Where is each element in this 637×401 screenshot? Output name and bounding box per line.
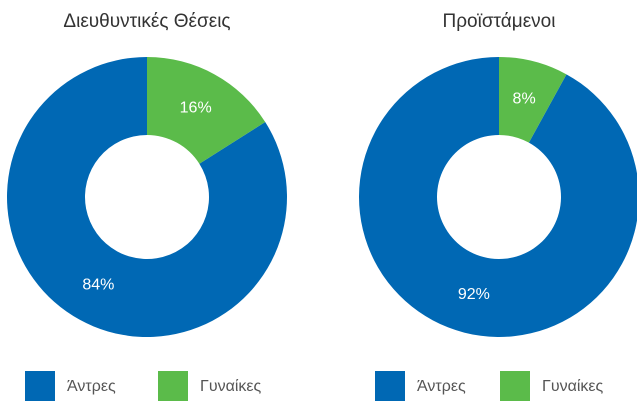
donut-slice <box>6 57 287 337</box>
legend-swatch <box>158 371 188 401</box>
value-label: 92% <box>458 286 490 303</box>
legend-label: Γυναίκες <box>200 378 262 395</box>
chart-title: Προϊστάμενοι <box>443 11 556 32</box>
value-label: 16% <box>180 100 212 117</box>
donut-slice <box>359 57 637 337</box>
legend-swatch <box>375 371 405 401</box>
legend-swatch <box>500 371 530 401</box>
legend-label: Άντρες <box>67 378 116 395</box>
value-label: 8% <box>513 90 536 107</box>
chart-title: Διευθυντικές Θέσεις <box>63 11 230 32</box>
value-label: 84% <box>82 277 114 294</box>
legend-label: Γυναίκες <box>542 378 604 395</box>
donut-slice <box>499 57 567 143</box>
donut-slice <box>147 57 266 164</box>
legend-label: Άντρες <box>417 378 466 395</box>
legend-swatch <box>25 371 55 401</box>
